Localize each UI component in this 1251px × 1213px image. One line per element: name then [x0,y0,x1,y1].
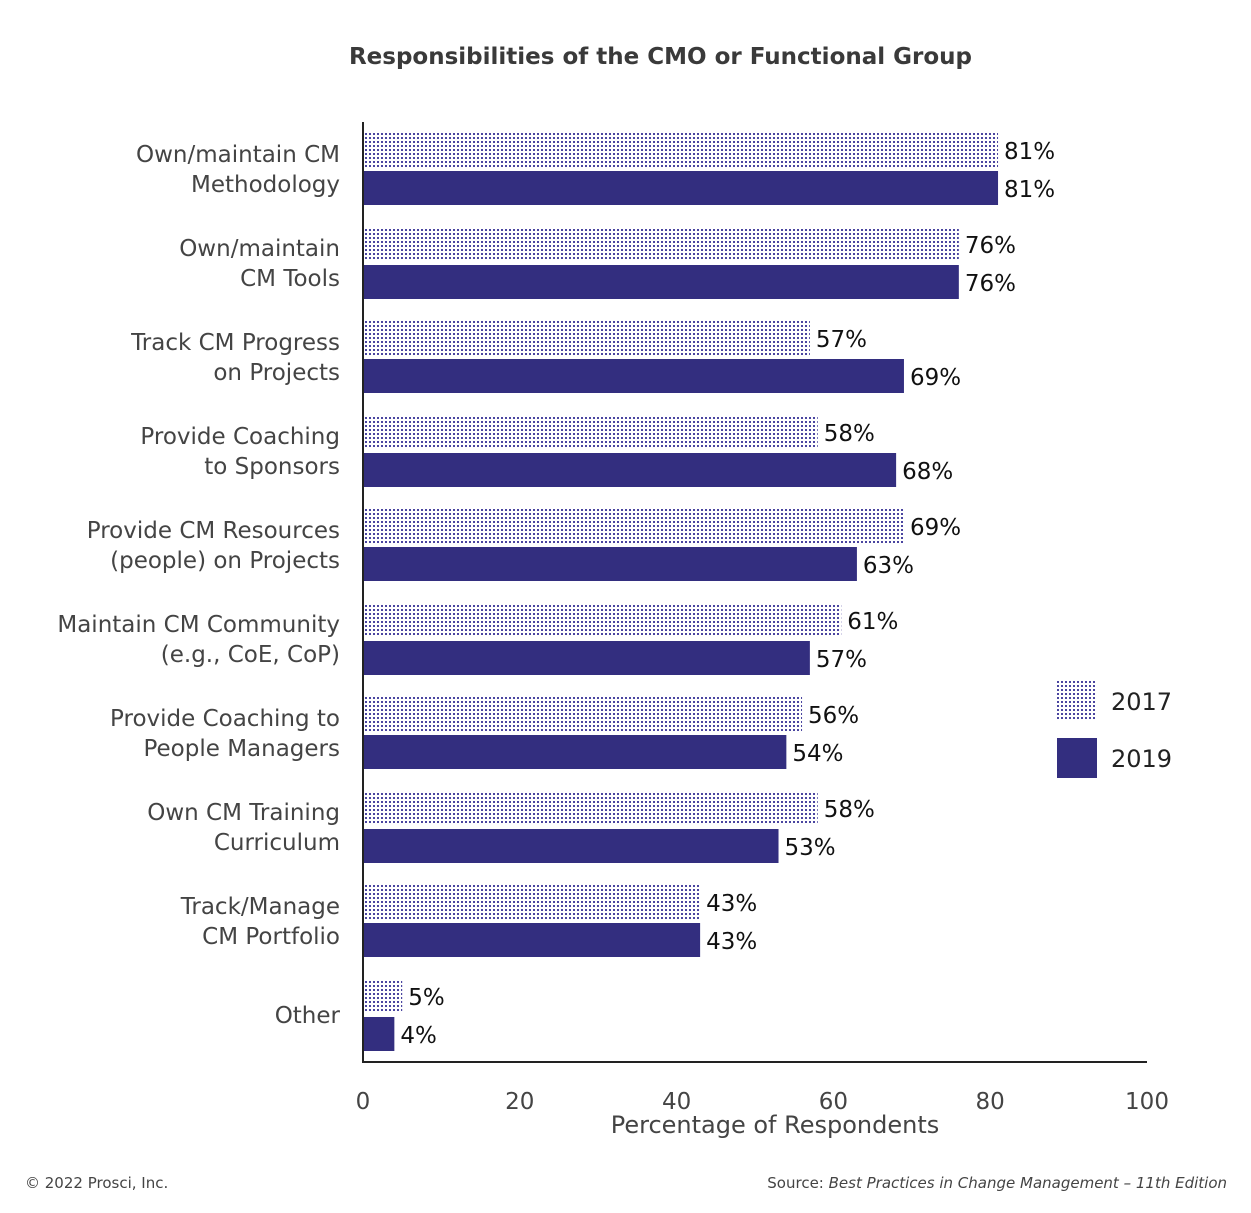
x-tick-label: 20 [505,1089,534,1115]
legend-label-2017: 2017 [1111,688,1172,716]
bar-2019-1 [364,265,959,299]
source-prefix: Source: [767,1174,829,1192]
data-label-2017-9: 5% [408,985,445,1011]
legend-label-2019: 2019 [1111,745,1172,773]
data-label-2017-1: 76% [965,233,1016,259]
bar-2017-8 [364,885,701,919]
bar-2017-4 [364,509,904,543]
copyright: © 2022 Prosci, Inc. [25,1174,169,1192]
bar-2019-9 [364,1017,395,1051]
data-label-2017-3: 58% [824,421,875,447]
data-label-2019-7: 53% [785,835,836,861]
category-label-2: Track CM Progress [130,330,340,356]
category-label-0: Own/maintain CM [136,142,340,168]
data-label-2017-4: 69% [910,515,961,541]
data-label-2019-4: 63% [863,553,914,579]
bar-2017-2 [364,321,810,355]
bar-2019-3 [364,453,897,487]
data-label-2017-0: 81% [1004,139,1055,165]
data-label-2019-0: 81% [1004,177,1055,203]
legend-swatch-2019 [1057,738,1097,778]
bar-2019-8 [364,923,701,957]
category-label-8: CM Portfolio [202,924,340,950]
data-label-2019-5: 57% [816,647,867,673]
category-label-3: Provide Coaching [140,424,340,450]
category-label-9: Other [275,1003,341,1029]
bar-2017-0 [364,133,999,167]
bar-2017-7 [364,791,818,825]
x-tick-label: 60 [819,1089,848,1115]
legend-swatch-2017 [1057,681,1097,721]
data-label-2017-2: 57% [816,327,867,353]
data-label-2017-5: 61% [847,609,898,635]
source-note: Source: Best Practices in Change Managem… [767,1174,1227,1192]
bar-2017-6 [364,697,803,731]
bar-2019-7 [364,829,779,863]
bar-2017-5 [364,603,842,637]
bar-2019-5 [364,641,810,675]
data-label-2017-7: 58% [824,797,875,823]
data-label-2017-6: 56% [808,703,859,729]
data-label-2019-9: 4% [400,1023,437,1049]
bar-2019-2 [364,359,904,393]
x-tick-label: 80 [976,1089,1005,1115]
category-label-7: Curriculum [214,830,340,856]
category-label-4: (people) on Projects [110,548,340,574]
bar-2017-1 [364,227,959,261]
data-label-2019-2: 69% [910,365,961,391]
category-label-4: Provide CM Resources [87,518,340,544]
data-label-2019-3: 68% [902,459,953,485]
category-label-5: (e.g., CoE, CoP) [161,642,340,668]
x-tick-label: 0 [356,1089,371,1115]
x-tick-label: 100 [1125,1089,1169,1115]
source-title: Best Practices in Change Management – 11… [828,1174,1227,1192]
category-label-3: to Sponsors [204,454,340,480]
bar-2019-4 [364,547,857,581]
bar-2019-6 [364,735,787,769]
x-tick-label: 40 [662,1089,691,1115]
data-label-2017-8: 43% [706,891,757,917]
bar-2017-9 [364,979,403,1013]
data-label-2019-6: 54% [792,741,843,767]
category-label-1: CM Tools [240,266,340,292]
category-label-2: on Projects [213,360,340,386]
category-label-6: Provide Coaching to [110,706,340,732]
category-label-1: Own/maintain [179,236,340,262]
category-label-7: Own CM Training [147,800,340,826]
data-label-2019-8: 43% [706,929,757,955]
category-label-6: People Managers [143,736,340,762]
category-label-0: Methodology [191,172,340,198]
category-label-5: Maintain CM Community [57,612,340,638]
bar-2019-0 [364,171,999,205]
data-label-2019-1: 76% [965,271,1016,297]
x-axis-label: Percentage of Respondents [611,1111,940,1139]
category-label-8: Track/Manage [180,894,340,920]
chart-title: Responsibilities of the CMO or Functiona… [348,44,973,70]
bar-2017-3 [364,415,818,449]
